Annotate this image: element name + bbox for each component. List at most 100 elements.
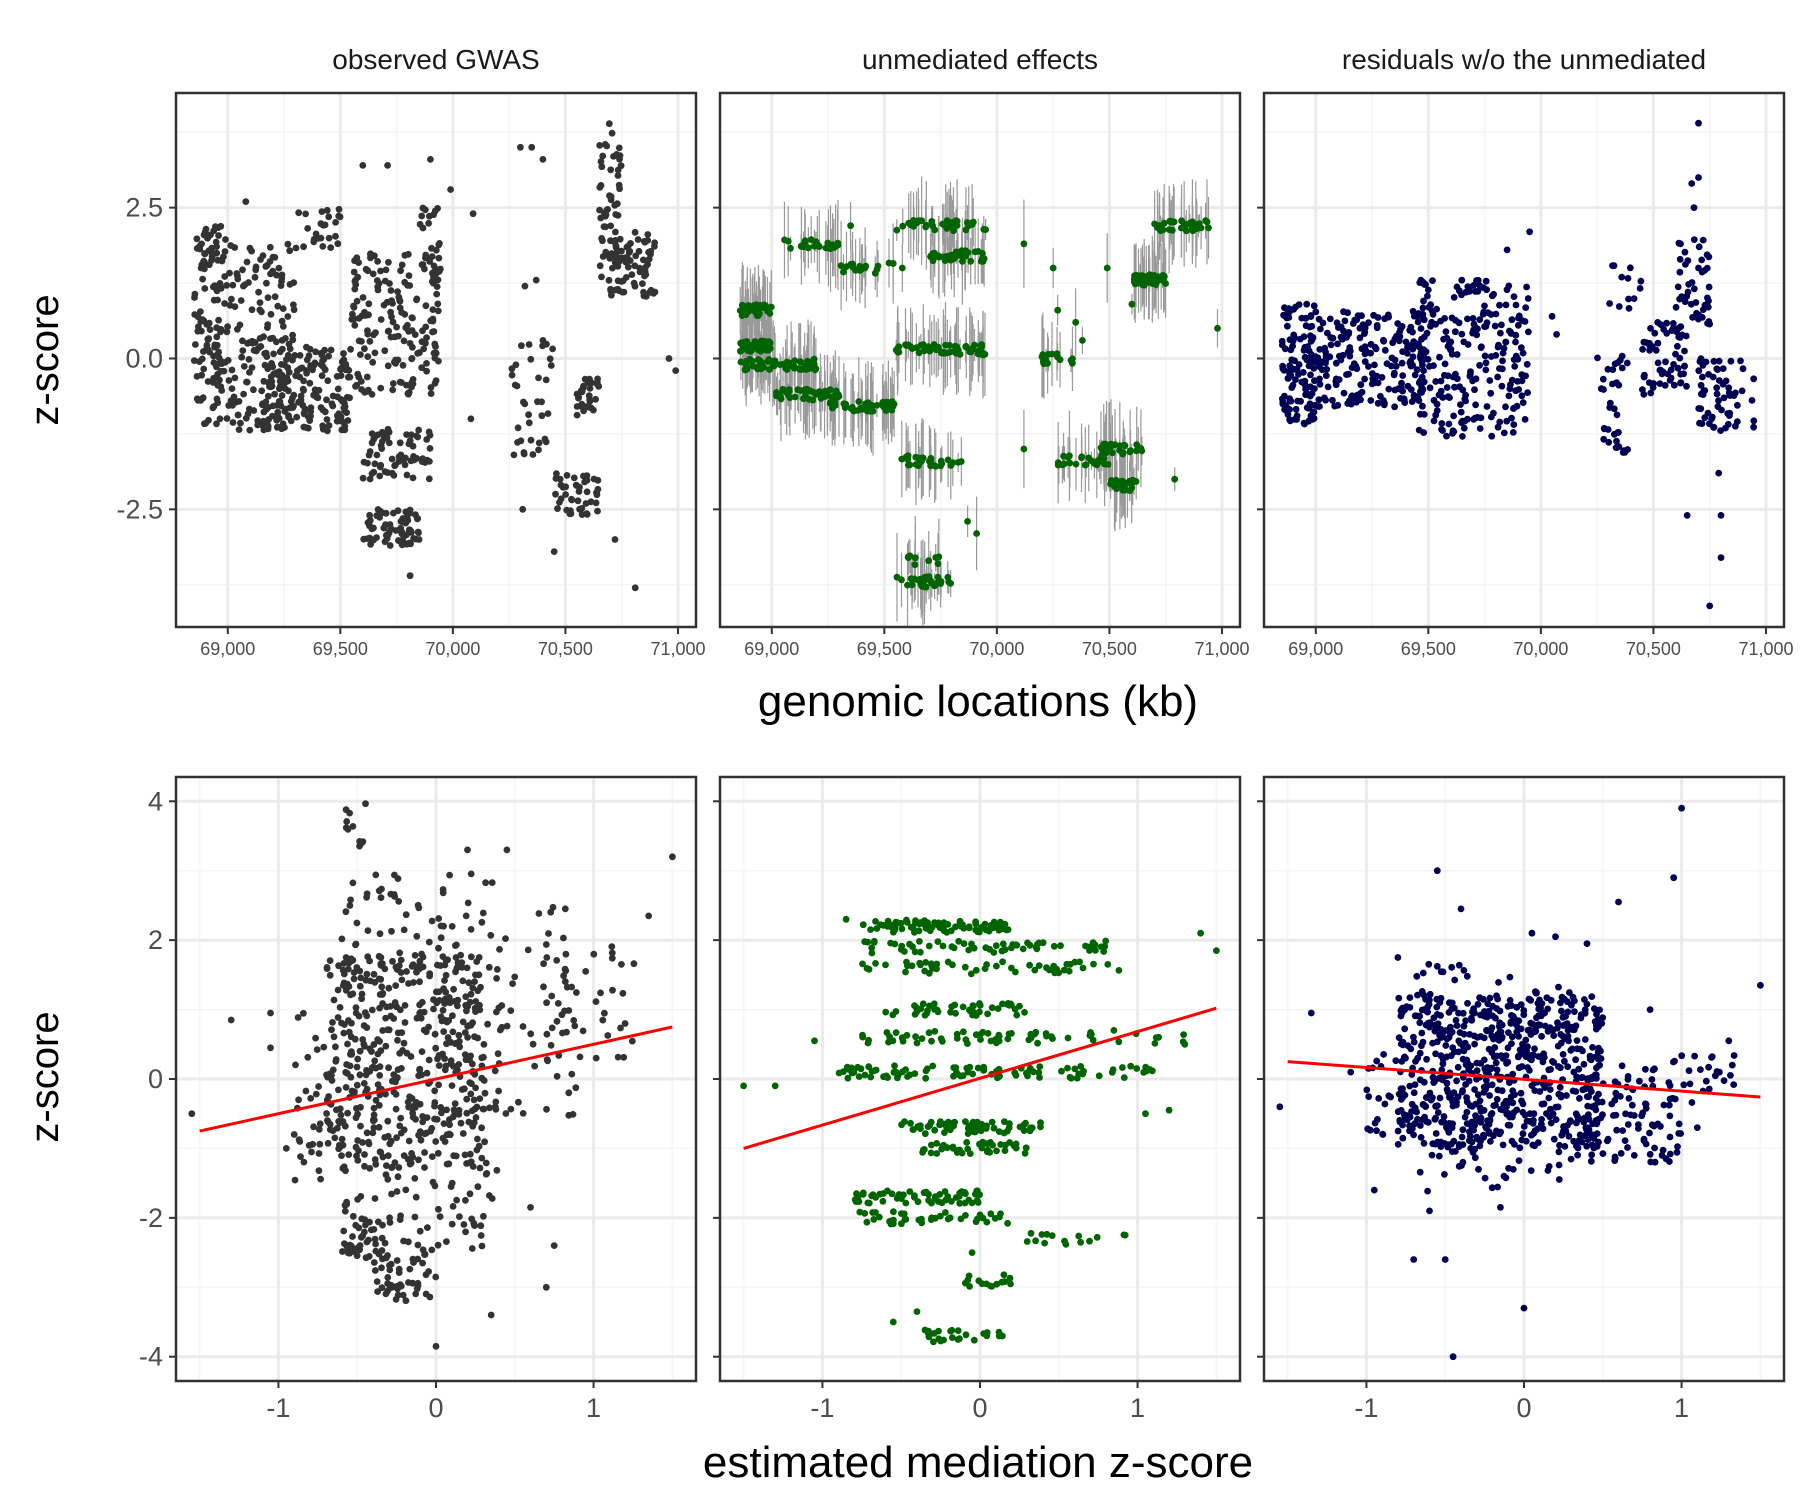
data-point [334, 393, 341, 401]
data-point [1297, 397, 1304, 405]
data-point [1079, 964, 1087, 972]
data-point [1703, 264, 1711, 272]
data-point [1278, 337, 1286, 345]
data-point [1546, 1086, 1554, 1093]
data-point [1427, 322, 1434, 330]
data-point [868, 949, 876, 957]
data-point [1072, 318, 1080, 326]
data-point [1674, 342, 1681, 350]
data-point [1292, 376, 1299, 383]
data-point [214, 381, 222, 389]
data-point [1045, 350, 1052, 358]
data-point [410, 453, 417, 460]
data-point [223, 282, 231, 289]
data-point [1121, 442, 1129, 450]
data-point [1450, 412, 1457, 420]
data-point [569, 1111, 577, 1118]
data-point [969, 345, 977, 353]
data-point [630, 279, 638, 287]
data-point [487, 931, 495, 939]
data-point [948, 1003, 956, 1010]
data-point [954, 1336, 962, 1343]
data-point [1279, 395, 1286, 403]
data-point [592, 499, 600, 507]
data-point [372, 1240, 379, 1248]
data-point [399, 361, 407, 369]
data-point [284, 313, 292, 320]
data-point [1724, 410, 1732, 417]
data-point [1417, 410, 1424, 418]
data-point [993, 1147, 1000, 1155]
data-point [343, 1243, 351, 1250]
data-point [810, 365, 817, 372]
data-point [270, 350, 277, 358]
data-point [760, 302, 768, 310]
data-point [1692, 299, 1700, 306]
data-point [1429, 277, 1436, 284]
data-point [620, 1053, 628, 1061]
data-point [246, 426, 254, 434]
y-tick-label: -2 [139, 1203, 163, 1233]
data-point [527, 1030, 535, 1038]
data-point [293, 413, 301, 421]
data-point [362, 265, 370, 273]
data-point [938, 460, 946, 467]
data-point [423, 1114, 431, 1121]
data-point [375, 1101, 383, 1109]
data-point [919, 1149, 926, 1156]
data-point [443, 1018, 451, 1026]
x-tick-label: 70,500 [1626, 639, 1681, 659]
data-point [1130, 275, 1138, 283]
data-point [345, 983, 353, 990]
data-point [289, 356, 296, 364]
data-point [922, 1188, 930, 1196]
data-point [291, 1176, 299, 1184]
data-point [1284, 322, 1291, 330]
data-point [964, 1040, 971, 1047]
data-point [462, 1196, 469, 1204]
data-point [418, 950, 425, 958]
data-point [372, 329, 379, 337]
data-point [791, 393, 799, 401]
data-point [1697, 381, 1705, 389]
data-point [192, 341, 199, 348]
data-point [1021, 1149, 1029, 1157]
data-point [554, 505, 561, 512]
data-point [1502, 403, 1509, 411]
data-point [1521, 416, 1529, 423]
data-point [1076, 958, 1083, 966]
data-point [377, 267, 384, 275]
data-point [344, 1109, 351, 1117]
data-point [957, 1072, 965, 1080]
data-point [915, 920, 923, 928]
data-point [1460, 338, 1468, 346]
data-point [1690, 204, 1698, 212]
data-point [381, 347, 389, 355]
data-point [347, 1050, 354, 1058]
data-point [210, 359, 218, 366]
data-point [439, 953, 447, 960]
data-point [1514, 355, 1522, 363]
data-point [325, 1093, 332, 1100]
data-point [531, 1062, 538, 1070]
data-point [315, 1167, 323, 1175]
data-point [434, 307, 442, 315]
data-point [380, 524, 388, 532]
data-point [1286, 336, 1294, 344]
data-point [376, 472, 384, 480]
data-point [1299, 369, 1307, 376]
data-point [1461, 417, 1469, 425]
data-point [1121, 484, 1128, 492]
data-point [997, 1141, 1005, 1148]
data-point [974, 1215, 981, 1223]
data-point [443, 1238, 450, 1245]
data-point [436, 997, 443, 1004]
data-point [898, 1210, 905, 1217]
data-point [605, 276, 613, 284]
data-point [1503, 246, 1511, 254]
data-point [250, 386, 257, 394]
data-point [794, 386, 802, 394]
data-point [313, 1046, 321, 1053]
data-point [375, 1250, 383, 1258]
data-point [1387, 362, 1395, 370]
